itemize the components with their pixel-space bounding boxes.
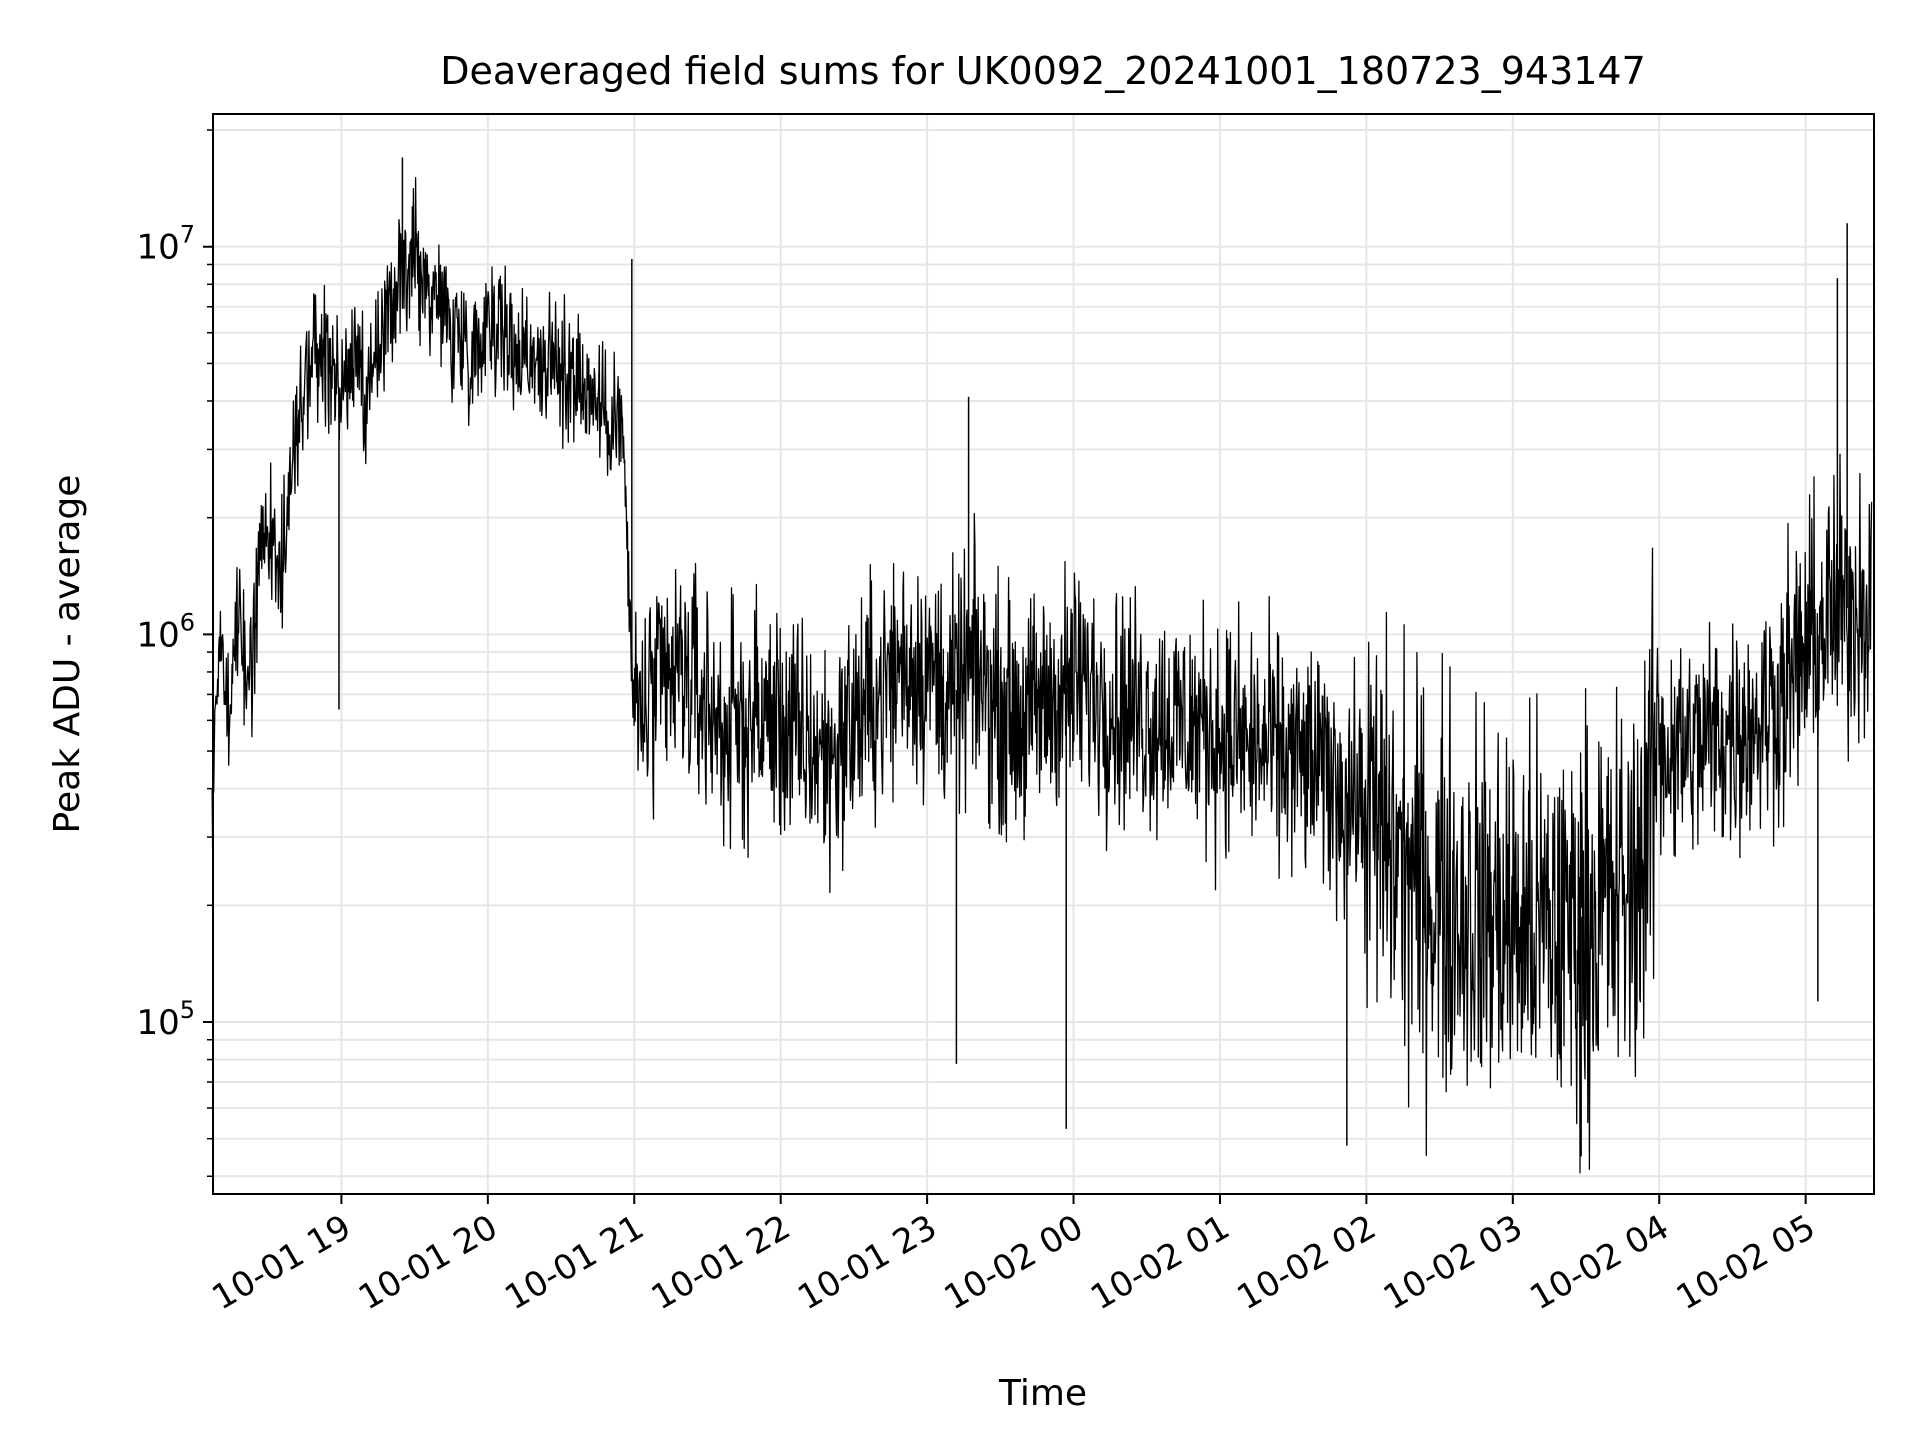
y-axis-label: Peak ADU - average [47,475,88,834]
series-group [211,157,1873,1174]
y-tick-label: 106 [136,608,195,655]
x-axis-label: Time [998,1373,1087,1414]
plot-frame [212,113,1875,1195]
y-tick-label: 107 [136,221,195,268]
series-line [211,177,1873,1174]
chart-title: Deaveraged field sums for UK0092_2024100… [440,49,1646,93]
y-tick-label: 105 [136,996,195,1043]
